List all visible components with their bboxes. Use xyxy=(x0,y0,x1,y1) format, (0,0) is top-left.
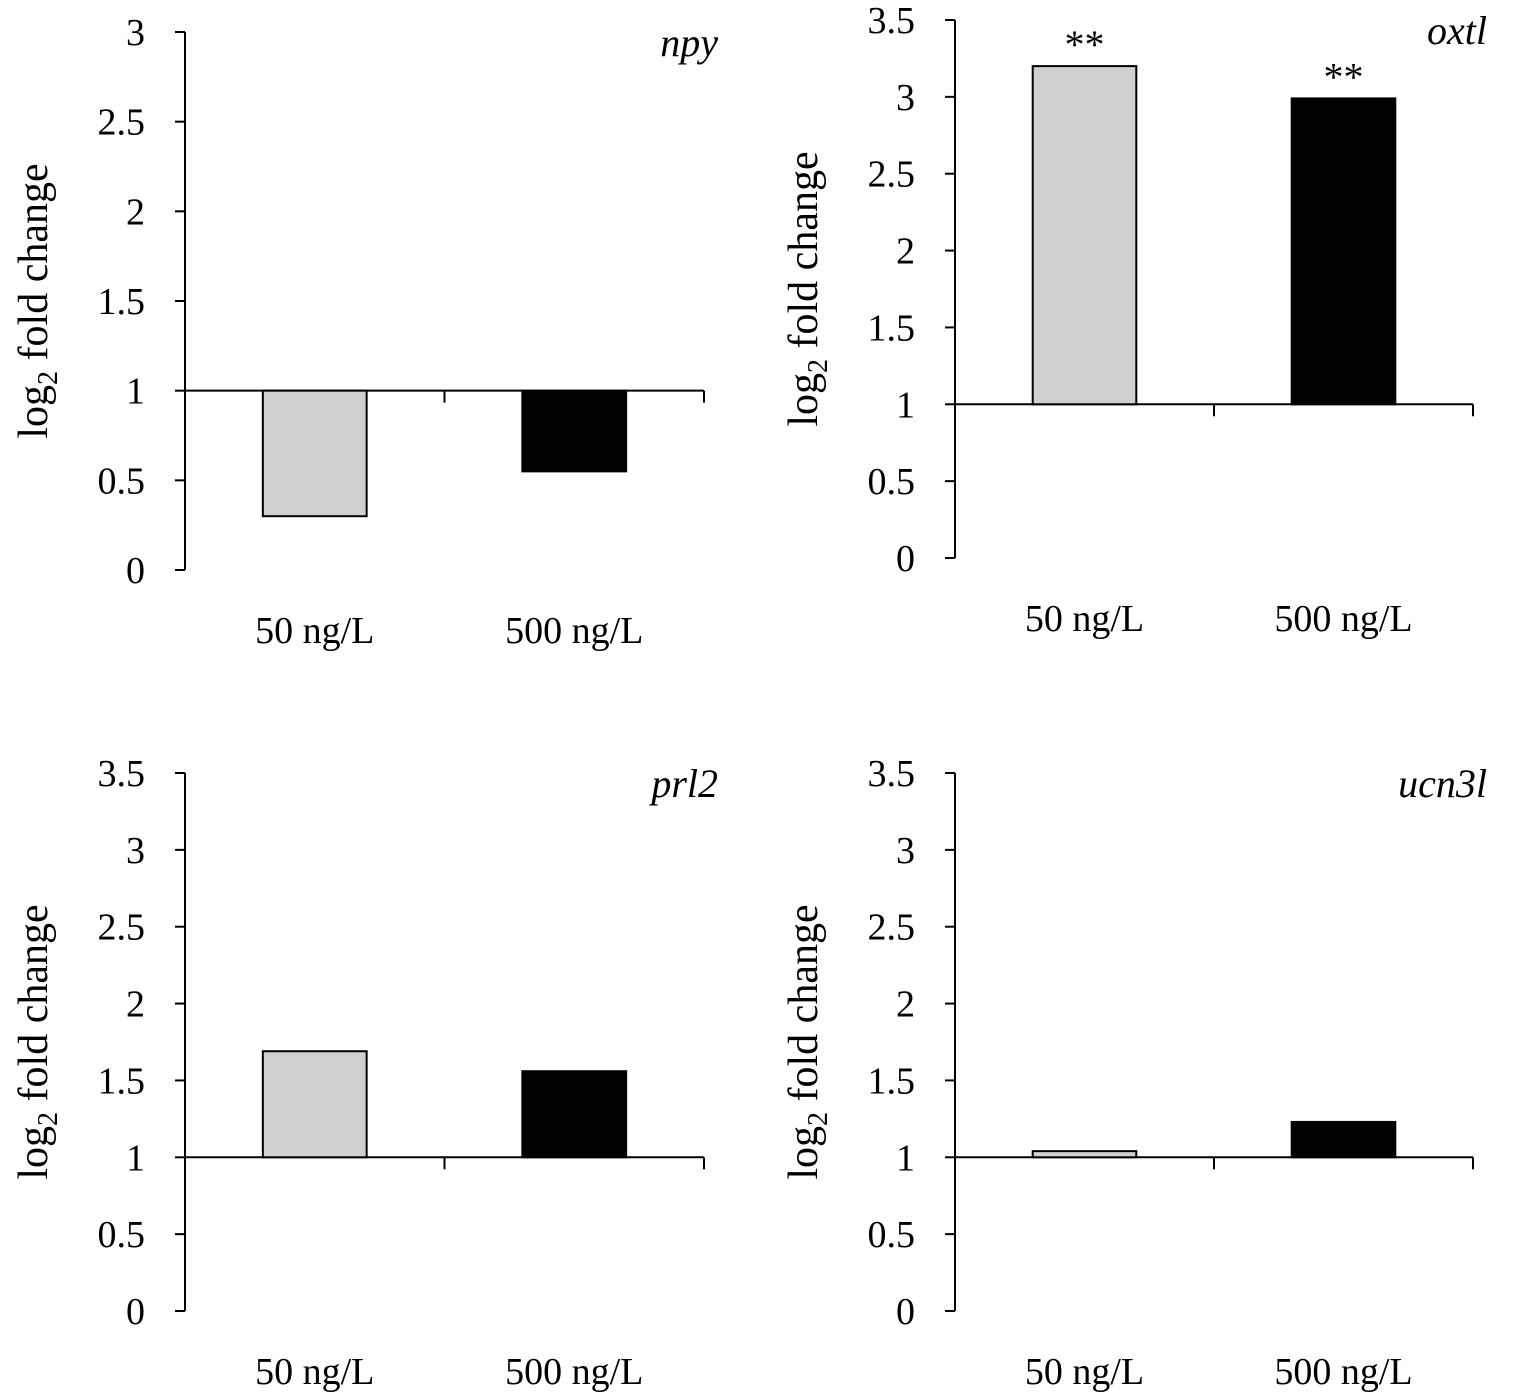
y-tick-label: 1 xyxy=(126,371,145,413)
y-tick-label: 3 xyxy=(896,77,915,119)
y-tick-label: 3 xyxy=(126,12,145,54)
y-tick-label: 0.5 xyxy=(868,1214,916,1256)
y-tick-label: 1 xyxy=(126,1137,145,1179)
y-tick-label: 3.5 xyxy=(868,0,916,42)
y-tick-label: 2 xyxy=(126,191,145,233)
y-tick-label: 1 xyxy=(896,1137,915,1179)
category-label: 500 ng/L xyxy=(505,610,643,652)
y-tick-label: 1.5 xyxy=(868,1060,916,1102)
y-tick-label: 0 xyxy=(896,538,915,580)
y-axis-label-main: log xyxy=(781,373,827,427)
y-axis-label: log2 fold change xyxy=(11,904,64,1179)
bar-500-ngl xyxy=(1290,97,1397,406)
y-tick-label: 0 xyxy=(896,1291,915,1333)
y-tick-label: 1 xyxy=(896,384,915,426)
category-label: 50 ng/L xyxy=(1025,598,1144,640)
y-axis-label-main: log xyxy=(781,1126,827,1180)
bar-500-ngl xyxy=(1290,1120,1397,1159)
y-axis-label: log2 fold change xyxy=(11,163,64,438)
chart-title: oxtl xyxy=(1427,8,1487,53)
category-label: 50 ng/L xyxy=(255,1351,374,1393)
chart-title: ucn3l xyxy=(1398,761,1487,806)
chart-title: npy xyxy=(660,20,718,65)
y-axis-label: log2 fold change xyxy=(781,151,834,426)
significance-marker: ** xyxy=(1065,22,1105,67)
y-axis-label-subscript: 2 xyxy=(33,1112,64,1126)
y-axis-label-subscript: 2 xyxy=(803,1112,834,1126)
y-tick-label: 2 xyxy=(896,984,915,1026)
bar-500-ngl xyxy=(521,389,628,473)
y-tick-label: 3.5 xyxy=(98,753,146,795)
y-axis-label-subscript: 2 xyxy=(33,371,64,385)
y-tick-label: 3 xyxy=(896,830,915,872)
category-label: 500 ng/L xyxy=(1274,1351,1412,1393)
y-tick-label: 1.5 xyxy=(868,307,916,349)
y-tick-label: 2.5 xyxy=(868,154,916,196)
y-axis-label-main: log xyxy=(11,385,57,439)
y-tick-label: 0 xyxy=(126,1291,145,1333)
bar-500-ngl xyxy=(521,1070,628,1159)
y-axis-label-rest: fold change xyxy=(11,904,57,1112)
y-axis-label-rest: fold change xyxy=(781,151,827,359)
y-tick-label: 1.5 xyxy=(98,1060,146,1102)
chart-title: prl2 xyxy=(648,761,718,806)
y-tick-label: 0 xyxy=(126,550,145,592)
y-tick-label: 0.5 xyxy=(98,460,146,502)
bar-50-ngl xyxy=(261,1050,368,1159)
y-axis-label-rest: fold change xyxy=(11,163,57,371)
chart-panel-oxtl: 0 0.5 1 1.5 2 2.5 3 3.5 50 ng/L ** 500 ng/L ** oxtl l… xyxy=(781,0,1487,640)
y-axis-label-rest: fold change xyxy=(781,904,827,1112)
y-tick-label: 2.5 xyxy=(98,907,146,949)
chart-panel-ucn3l: 00.511.522.533.550 ng/L 500 ng/Lucn3llog2… xyxy=(781,753,1487,1393)
y-tick-label: 2 xyxy=(126,984,145,1026)
y-tick-label: 3 xyxy=(126,830,145,872)
category-label: 500 ng/L xyxy=(1274,598,1412,640)
y-tick-label: 0.5 xyxy=(868,461,916,503)
y-axis-label-subscript: 2 xyxy=(803,359,834,373)
y-tick-label: 2.5 xyxy=(868,907,916,949)
category-label: 500 ng/L xyxy=(505,1351,643,1393)
y-tick-label: 2.5 xyxy=(98,102,146,144)
category-label: 50 ng/L xyxy=(255,610,374,652)
bar-50-ngl xyxy=(261,389,368,518)
y-axis-label-main: log xyxy=(11,1126,57,1180)
bar-50-ngl xyxy=(1031,65,1138,406)
y-axis-label: log2 fold change xyxy=(781,904,834,1179)
y-tick-label: 3.5 xyxy=(868,753,916,795)
category-label: 50 ng/L xyxy=(1025,1351,1144,1393)
y-tick-label: 0.5 xyxy=(98,1214,146,1256)
y-tick-label: 1.5 xyxy=(98,281,146,323)
significance-marker: ** xyxy=(1324,54,1364,99)
y-tick-label: 2 xyxy=(896,231,915,273)
chart-panel-prl2: 0 0.5 1 1.5 2 2.5 3 3.5 50 ng/L 500 ng/L prl2 log2 … xyxy=(11,753,718,1393)
bar-50-ngl xyxy=(1031,1150,1138,1159)
